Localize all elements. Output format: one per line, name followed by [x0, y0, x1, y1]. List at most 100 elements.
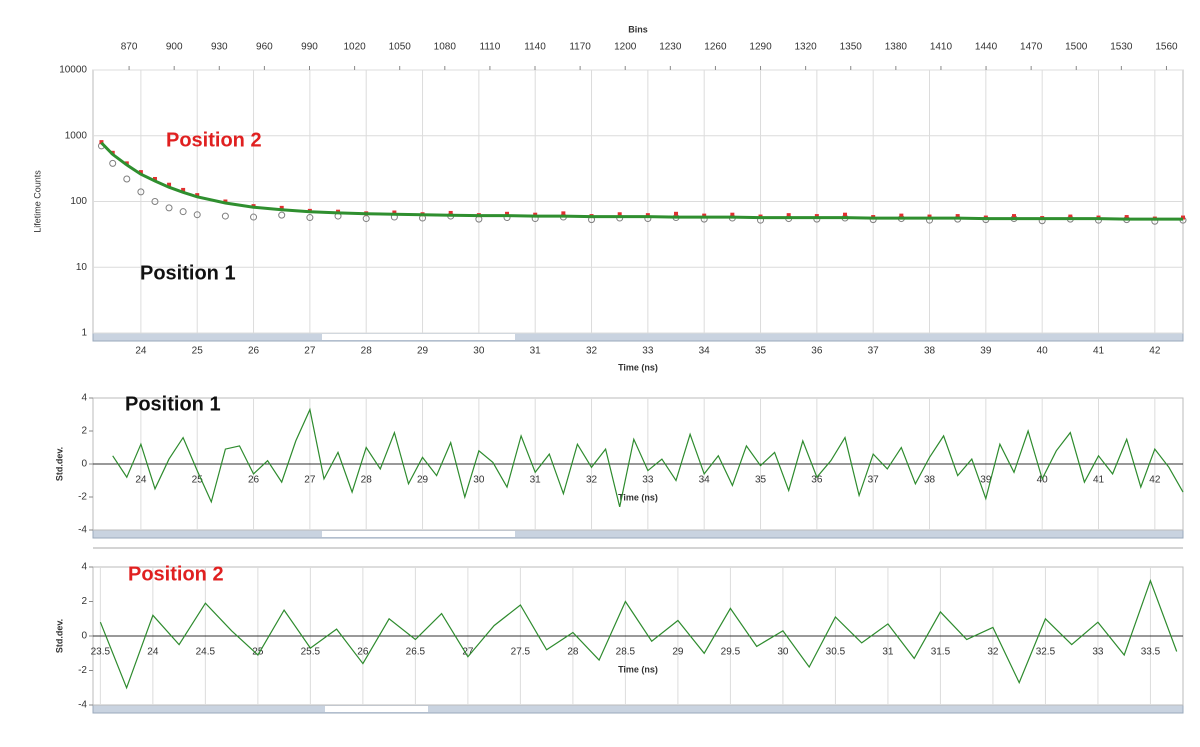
data-point: [843, 212, 848, 217]
data-point: [505, 211, 510, 216]
data-point: [195, 193, 200, 198]
y-tick-label: -2: [78, 492, 87, 503]
x-tick-label: 31: [882, 647, 894, 658]
x2-tick-label: 930: [211, 42, 228, 53]
y-tick-label: -4: [78, 700, 87, 711]
x2-tick-label: 960: [256, 42, 273, 53]
x2-tick-label: 1410: [930, 42, 953, 53]
data-point: [179, 208, 187, 216]
x-tick-label: 36: [811, 475, 823, 486]
y-tick-label: -4: [78, 525, 87, 536]
x-tick-label: 28: [361, 346, 373, 357]
data-point: [152, 176, 157, 181]
scroll-track[interactable]: [92, 332, 1184, 342]
x-tick-label: 33: [1092, 647, 1104, 658]
annotation: Position 1: [140, 262, 236, 284]
data-point: [138, 170, 143, 175]
data-point: [899, 213, 904, 218]
x-tick-label: 30: [777, 647, 789, 658]
x-tick-label: 27: [304, 346, 316, 357]
x-tick-label: 31: [530, 346, 542, 357]
x-tick-label: 41: [1093, 346, 1105, 357]
x2-tick-label: 1320: [795, 42, 818, 53]
data-point: [167, 182, 172, 187]
x2-tick-label: 1500: [1065, 42, 1088, 53]
x2-tick-label: 1230: [659, 42, 682, 53]
x2-tick-label: 1260: [704, 42, 727, 53]
data-point: [786, 213, 791, 218]
x-tick-label: 24.5: [196, 647, 216, 658]
x-tick-label: 26: [248, 346, 260, 357]
x-tick-label: 40: [1037, 475, 1049, 486]
x2-tick-label: 870: [121, 42, 138, 53]
x-tick-label: 30: [473, 475, 485, 486]
x-tick-label: 27: [304, 475, 316, 486]
x-axis-label: Time (ns): [618, 664, 658, 674]
scrollbar[interactable]: [92, 332, 1184, 342]
x-tick-label: 38: [924, 346, 936, 357]
data-point: [955, 214, 960, 219]
x-tick-label: 35: [755, 346, 767, 357]
scrollbar[interactable]: [92, 529, 1184, 539]
data-point: [730, 212, 735, 217]
scroll-thumb[interactable]: [322, 531, 515, 537]
data-point: [99, 140, 104, 145]
x-tick-label: 30: [473, 346, 485, 357]
x2-tick-label: 1020: [343, 42, 366, 53]
x-tick-label: 29: [672, 647, 684, 658]
y-axis-label: Lifetime Counts: [32, 170, 42, 233]
scroll-track[interactable]: [92, 704, 1184, 714]
x2-tick-label: 1200: [614, 42, 637, 53]
scroll-track[interactable]: [92, 529, 1184, 539]
x-tick-label: 36: [811, 346, 823, 357]
x-tick-label: 32: [586, 475, 598, 486]
x2-tick-label: 1560: [1155, 42, 1178, 53]
data-point: [165, 204, 173, 212]
fit-line: [100, 141, 1183, 221]
data-point: [617, 212, 622, 217]
x2-tick-label: 1440: [975, 42, 998, 53]
scroll-thumb[interactable]: [322, 334, 515, 340]
x-tick-label: 24: [135, 475, 147, 486]
y-axis-label: Std.dev.: [54, 619, 64, 653]
y-tick-label: 4: [81, 562, 87, 573]
data-point: [1181, 215, 1185, 220]
data-point: [1012, 214, 1017, 219]
x2-tick-label: 1110: [480, 42, 501, 53]
y-tick-label: 100: [70, 196, 87, 207]
x-tick-label: 25: [192, 346, 204, 357]
data-point: [448, 210, 453, 215]
x-tick-label: 28: [361, 475, 373, 486]
scrollbar[interactable]: [92, 704, 1184, 714]
y-tick-label: 10000: [59, 65, 87, 76]
x-tick-label: 32: [987, 647, 999, 658]
x-tick-label: 26: [357, 647, 369, 658]
x-axis-label: Time (ns): [618, 492, 658, 502]
x-tick-label: 24: [135, 346, 147, 357]
x2-axis-label: Bins: [628, 24, 648, 34]
x-tick-label: 32: [586, 346, 598, 357]
x2-tick-label: 1140: [524, 42, 546, 53]
x-tick-label: 31.5: [931, 647, 951, 658]
data-point: [250, 213, 258, 221]
x-axis-label: Time (ns): [618, 362, 658, 372]
x-tick-label: 29.5: [721, 647, 741, 658]
x-tick-label: 23.5: [91, 647, 111, 658]
x-tick-label: 25: [252, 647, 264, 658]
data-point: [193, 211, 201, 219]
x2-tick-label: 1080: [434, 42, 457, 53]
data-point: [306, 214, 314, 222]
y-tick-label: 0: [81, 631, 87, 642]
x-tick-label: 29: [417, 475, 429, 486]
x-tick-label: 26.5: [406, 647, 426, 658]
data-point: [137, 188, 145, 196]
data-point: [109, 159, 117, 167]
x-tick-label: 39: [980, 346, 992, 357]
chart-title: Position 1: [125, 393, 221, 415]
x-tick-label: 31: [530, 475, 542, 486]
x-tick-label: 33: [642, 475, 654, 486]
x2-tick-label: 990: [301, 42, 318, 53]
x2-tick-label: 1290: [749, 42, 772, 53]
scroll-thumb[interactable]: [325, 706, 428, 712]
